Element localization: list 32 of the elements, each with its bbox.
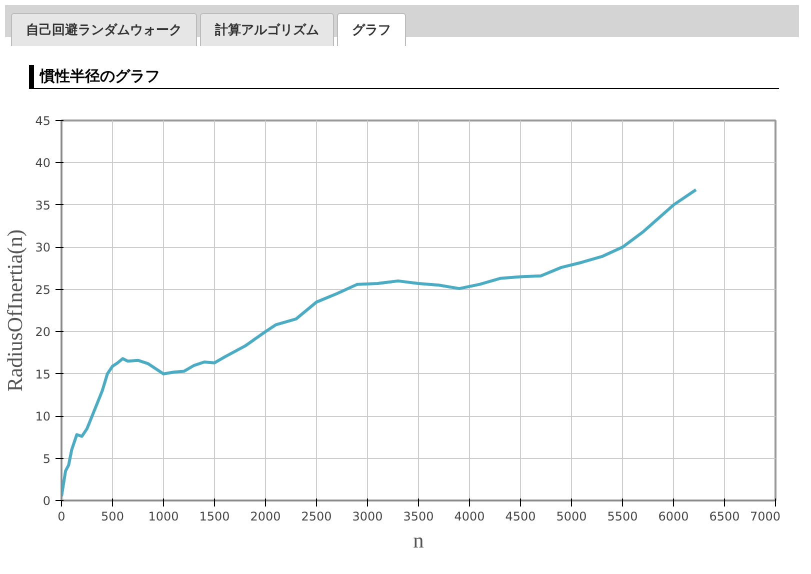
x-tick-label: 5000 bbox=[556, 510, 587, 524]
x-tick-label: 500 bbox=[101, 510, 124, 524]
x-tick-label: 4000 bbox=[454, 510, 485, 524]
x-tick-label: 1500 bbox=[199, 510, 230, 524]
y-tick-label: 15 bbox=[35, 367, 51, 382]
x-tick-label: 3500 bbox=[403, 510, 434, 524]
y-axis-title: RadiusOfInertia(n) bbox=[3, 229, 28, 392]
x-tick-label: 2000 bbox=[250, 510, 281, 524]
x-tick-label: 4500 bbox=[505, 510, 536, 524]
x-tick-label: 5500 bbox=[607, 510, 638, 524]
y-tick-label: 25 bbox=[35, 282, 51, 297]
x-axis-title: n bbox=[413, 528, 424, 552]
y-tick-label: 10 bbox=[35, 410, 51, 424]
x-tick-label: 6500 bbox=[709, 510, 740, 524]
y-tick-label: 30 bbox=[35, 240, 51, 255]
text: 自己回避ランダムウォーク bbox=[11, 13, 197, 46]
x-tick-label: 3000 bbox=[352, 510, 383, 524]
chart-title: 慣性半径のグラフ bbox=[29, 65, 779, 89]
y-tick-label: 20 bbox=[35, 325, 51, 340]
line-series bbox=[62, 188, 698, 498]
y-tick-label: 45 bbox=[35, 114, 51, 128]
y-tick-label: 5 bbox=[42, 452, 51, 466]
text: グラフ bbox=[337, 13, 406, 46]
x-tick-label: 7000 bbox=[750, 510, 781, 524]
x-tick-label: 2500 bbox=[301, 510, 332, 524]
x-tick-label: 0 bbox=[58, 510, 66, 524]
x-tick-label: 6000 bbox=[658, 510, 689, 524]
y-tick-label: 35 bbox=[35, 198, 51, 212]
y-tick-label: 40 bbox=[35, 156, 51, 170]
y-tick-label: 0 bbox=[42, 494, 51, 508]
text: 計算アルゴリズム bbox=[200, 13, 334, 46]
x-tick-label: 1000 bbox=[148, 510, 179, 524]
